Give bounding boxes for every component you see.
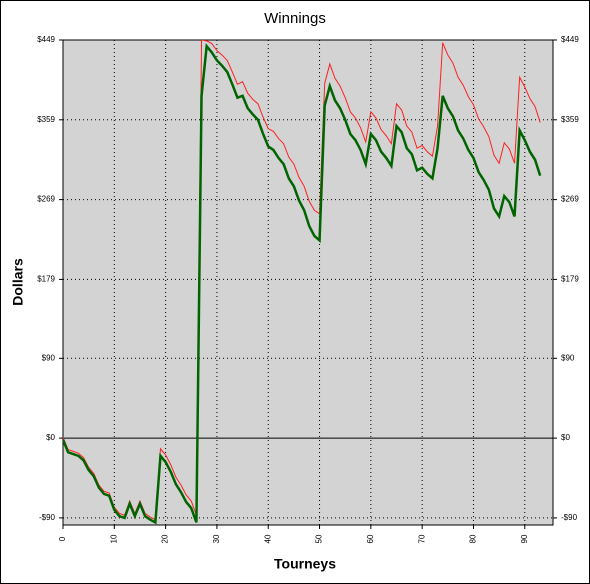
x-tick-label: 30 [212, 534, 221, 543]
x-axis-label: Tourneys [274, 556, 336, 572]
y-tick-label: $179 [37, 275, 55, 284]
y-tick-label: $0 [46, 433, 55, 442]
y-tick-label: $269 [37, 195, 55, 204]
line-series [63, 43, 542, 525]
y2-tick-label: -$90 [561, 513, 578, 522]
y-tick-label: $359 [37, 115, 55, 124]
y-tick-label: $449 [37, 35, 55, 44]
y-tick-label: -$90 [39, 513, 56, 522]
x-tick-label: 50 [315, 534, 324, 543]
y-tick-label: $90 [42, 353, 56, 362]
y2-tick-label: $359 [561, 115, 579, 124]
x-tick-label: 0 [58, 536, 67, 541]
y2-tick-label: $179 [561, 275, 579, 284]
x-tick-label: 80 [469, 534, 478, 543]
y2-tick-label: $269 [561, 195, 579, 204]
x-tick-label: 20 [161, 534, 170, 543]
y2-tick-label: $90 [561, 353, 575, 362]
plot-area [62, 39, 554, 526]
x-tick-label: 40 [263, 534, 272, 543]
x-tick-label: 60 [366, 534, 375, 543]
x-tick-label: 10 [109, 534, 118, 543]
x-tick-label: 90 [520, 534, 529, 543]
x-tick-label: 70 [417, 534, 426, 543]
chart-title: Winnings [264, 10, 326, 27]
y2-tick-label: $0 [561, 433, 570, 442]
y-axis-label: Dollars [10, 258, 26, 306]
y2-tick-label: $449 [561, 35, 579, 44]
